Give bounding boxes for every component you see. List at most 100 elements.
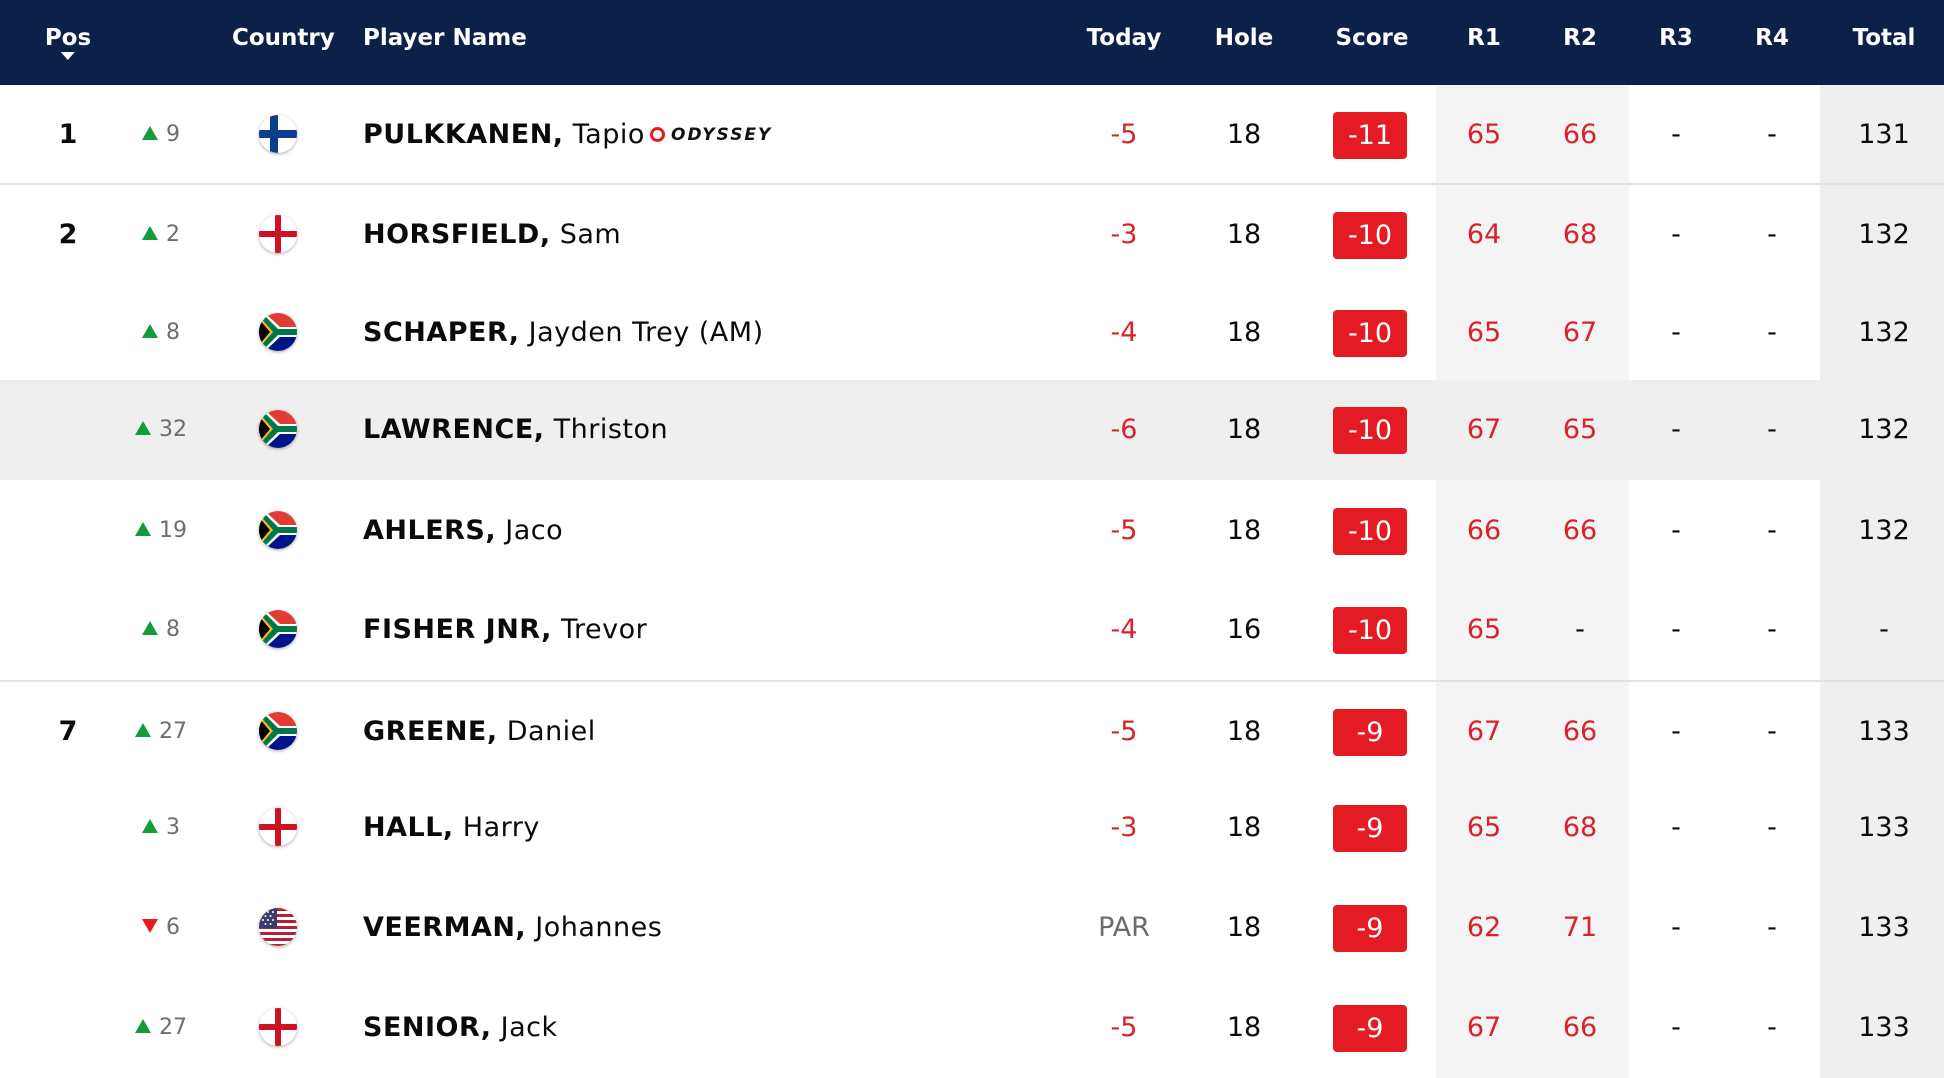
round-r4-score: - [1767, 317, 1777, 348]
hole-cell: 18 [1226, 219, 1262, 250]
header-player-name: Player Name [363, 25, 527, 51]
score-badge: -9 [1333, 805, 1407, 852]
player-name[interactable]: GREENE, Daniel [363, 682, 596, 782]
round-r4-score: - [1767, 119, 1777, 150]
movement-cell: 8 [142, 283, 180, 383]
rounds-column-shade [1436, 85, 1629, 1078]
score-badge: -10 [1333, 310, 1407, 357]
score-badge: -11 [1333, 112, 1407, 159]
player-first-name: Trevor [560, 614, 648, 645]
table-row[interactable]: 3 HALL, Harry -3 18 -9 65 68 - - 133 [0, 778, 1944, 878]
player-name[interactable]: LAWRENCE, Thriston [363, 380, 668, 480]
round-r4-score: - [1767, 614, 1777, 645]
player-last-name: LAWRENCE, [363, 414, 545, 445]
total-column-shade [1820, 85, 1944, 1078]
total-score: 132 [1858, 414, 1910, 445]
south-africa-flag-icon [259, 313, 297, 351]
round-r3-score: - [1671, 414, 1681, 445]
player-last-name: HALL, [363, 812, 454, 843]
round-r3-score: - [1671, 317, 1681, 348]
south-africa-flag-icon [259, 511, 297, 549]
today-score: PAR [1098, 912, 1150, 943]
england-flag-icon [259, 215, 297, 253]
total-score: - [1879, 614, 1889, 645]
south-africa-flag-icon [259, 410, 297, 448]
player-last-name: SENIOR, [363, 1012, 492, 1043]
round-r3-score: - [1671, 119, 1681, 150]
round-r2-score: 65 [1562, 414, 1598, 445]
player-first-name: Daniel [506, 716, 596, 747]
player-name[interactable]: HORSFIELD, Sam [363, 185, 621, 285]
table-row[interactable]: 7 27 GREENE, Daniel -5 18 -9 67 66 - - 133 [0, 680, 1944, 782]
movement-value: 6 [166, 915, 180, 940]
table-row[interactable]: 32 LAWRENCE, Thriston -6 18 -10 67 65 - - 132 [0, 380, 1944, 480]
arrow-down-icon [142, 919, 158, 933]
player-name[interactable]: SENIOR, Jack [363, 978, 558, 1078]
player-first-name: Sam [559, 219, 622, 250]
total-score: 131 [1858, 119, 1910, 150]
round-r3-score: - [1671, 812, 1681, 843]
score-badge: -10 [1333, 607, 1407, 654]
round-r4-score: - [1767, 1012, 1777, 1043]
player-name[interactable]: PULKKANEN, Tapio [363, 85, 645, 185]
movement-cell: 3 [142, 778, 180, 878]
round-r1-score: 66 [1466, 515, 1502, 546]
round-r2-score: 71 [1562, 912, 1598, 943]
round-r1-score: 65 [1466, 317, 1502, 348]
south-africa-flag-icon [259, 610, 297, 648]
today-score: -6 [1110, 414, 1138, 445]
movement-cell: 27 [135, 682, 187, 782]
player-name[interactable]: AHLERS, Jaco [363, 481, 563, 581]
round-r1-score: 65 [1466, 812, 1502, 843]
player-first-name: Harry [462, 812, 540, 843]
arrow-up-icon [135, 522, 151, 536]
player-first-name: Johannes [535, 912, 663, 943]
table-row[interactable]: 1 9 PULKKANEN, Tapio ODYSSEY -5 18 -11 65 66 - - 13… [0, 85, 1944, 185]
movement-value: 19 [159, 518, 187, 543]
table-row[interactable]: 8 SCHAPER, Jayden Trey (AM) -4 18 -10 65 67 - - 1… [0, 283, 1944, 383]
header-pos[interactable]: Pos [45, 0, 91, 85]
player-name[interactable]: SCHAPER, Jayden Trey (AM) [363, 283, 764, 383]
player-last-name: HORSFIELD, [363, 219, 551, 250]
round-r2-score: 67 [1562, 317, 1598, 348]
table-row[interactable]: 19 AHLERS, Jaco -5 18 -10 66 66 - - 132 [0, 481, 1944, 581]
leaderboard-header: Pos Country Player Name Today Hole Score… [0, 0, 1944, 85]
player-last-name: VEERMAN, [363, 912, 527, 943]
header-hole: Hole [1214, 25, 1274, 51]
round-r4-score: - [1767, 912, 1777, 943]
today-score: -5 [1110, 1012, 1138, 1043]
sponsor-logo: ODYSSEY [650, 85, 772, 185]
score-badge: -10 [1333, 508, 1407, 555]
score-badge: -9 [1333, 709, 1407, 756]
hole-cell: 18 [1226, 812, 1262, 843]
player-name[interactable]: VEERMAN, Johannes [363, 878, 662, 978]
movement-value: 27 [159, 719, 187, 744]
header-today: Today [1086, 25, 1162, 51]
today-score: -3 [1110, 219, 1138, 250]
round-r3-score: - [1671, 1012, 1681, 1043]
hole-cell: 16 [1226, 614, 1262, 645]
table-row[interactable]: 27 SENIOR, Jack -5 18 -9 67 66 - - 133 [0, 978, 1944, 1078]
round-r1-score: 65 [1466, 614, 1502, 645]
player-name[interactable]: FISHER JNR, Trevor [363, 580, 647, 680]
today-score: -4 [1110, 614, 1138, 645]
arrow-up-icon [142, 621, 158, 635]
movement-value: 2 [166, 222, 180, 247]
table-row[interactable]: 2 2 HORSFIELD, Sam -3 18 -10 64 68 - - 132 [0, 183, 1944, 285]
arrow-up-icon [135, 723, 151, 737]
round-r3-score: - [1671, 219, 1681, 250]
total-score: 133 [1858, 912, 1910, 943]
round-r2-score: 66 [1562, 515, 1598, 546]
round-r4-score: - [1767, 716, 1777, 747]
table-row[interactable]: 8 FISHER JNR, Trevor -4 16 -10 65 - - - - [0, 580, 1944, 680]
round-r1-score: 67 [1466, 716, 1502, 747]
usa-flag-icon [259, 908, 297, 946]
player-first-name: Jaco [505, 515, 564, 546]
movement-value: 9 [166, 122, 180, 147]
player-name[interactable]: HALL, Harry [363, 778, 540, 878]
header-pos-label: Pos [44, 25, 92, 51]
round-r4-score: - [1767, 414, 1777, 445]
table-row[interactable]: 6 VEERMAN, Johannes PAR 18 -9 62 71 - - 133 [0, 878, 1944, 978]
score-badge: -10 [1333, 212, 1407, 259]
round-r1-score: 67 [1466, 1012, 1502, 1043]
